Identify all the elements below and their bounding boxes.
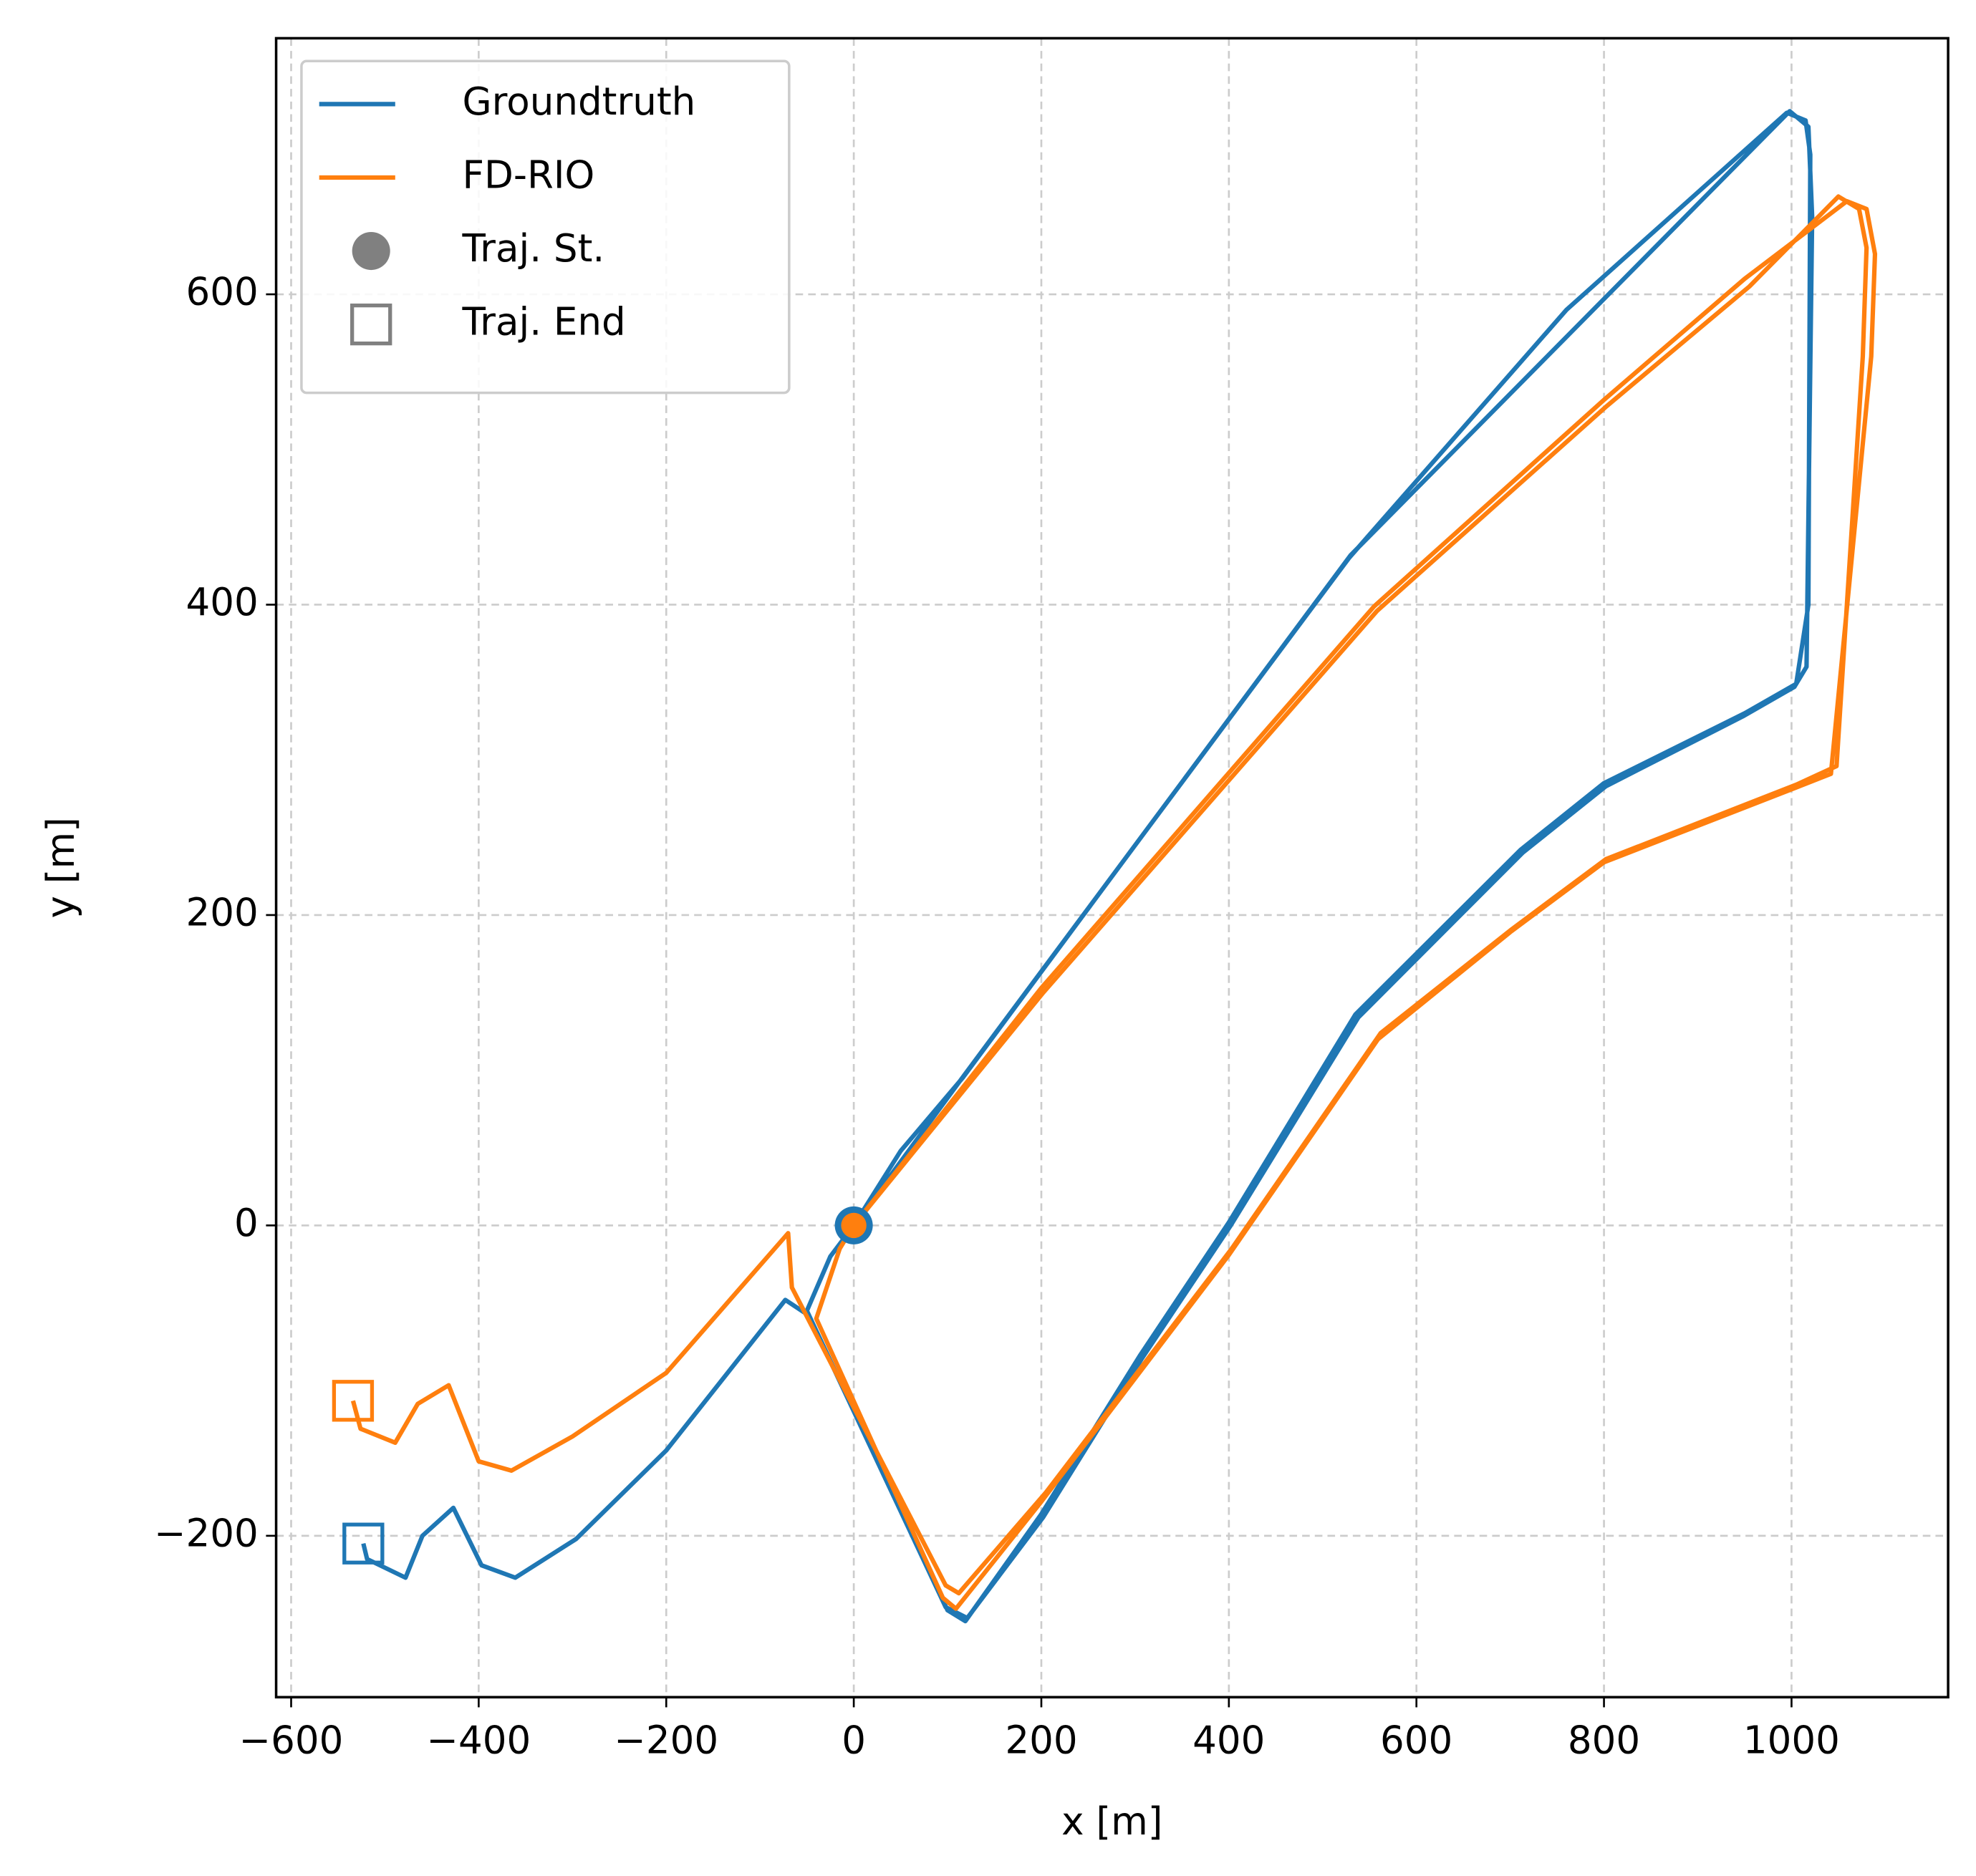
trajectory-line — [350, 194, 1878, 1611]
x-tick-label: −400 — [427, 1718, 531, 1763]
y-tick-label: −200 — [154, 1512, 259, 1556]
legend-marker — [352, 232, 390, 271]
x-tick-label: −600 — [239, 1718, 344, 1763]
plot-frame — [274, 37, 1950, 1699]
y-axis-label: y [m] — [39, 817, 83, 918]
x-tick-label: 600 — [1380, 1718, 1452, 1763]
x-tick-label: 0 — [842, 1718, 866, 1763]
y-tick-label: 200 — [186, 891, 259, 935]
end-marker — [342, 1522, 385, 1565]
x-tick-label: 200 — [1005, 1718, 1077, 1763]
x-tick-label: 1000 — [1743, 1718, 1840, 1763]
y-tick-label: 0 — [234, 1201, 259, 1245]
y-tick-label: 400 — [186, 580, 259, 624]
legend-label: Traj. St. — [462, 226, 605, 271]
legend: Groundtruth FD-RIO Traj. St. Traj. End — [300, 59, 791, 395]
x-tick-label: 800 — [1568, 1718, 1640, 1763]
x-tick-label: −200 — [614, 1718, 718, 1763]
start-marker — [841, 1212, 867, 1239]
legend-label: Traj. End — [462, 300, 626, 344]
legend-label: Groundtruth — [463, 79, 696, 124]
legend-label: FD-RIO — [463, 153, 595, 198]
legend-marker — [350, 303, 392, 346]
legend-box — [300, 59, 791, 395]
y-tick-label: 600 — [186, 270, 259, 314]
x-tick-label: 400 — [1192, 1718, 1265, 1763]
x-axis-label: x [m] — [1061, 1799, 1162, 1844]
end-marker — [332, 1380, 375, 1422]
